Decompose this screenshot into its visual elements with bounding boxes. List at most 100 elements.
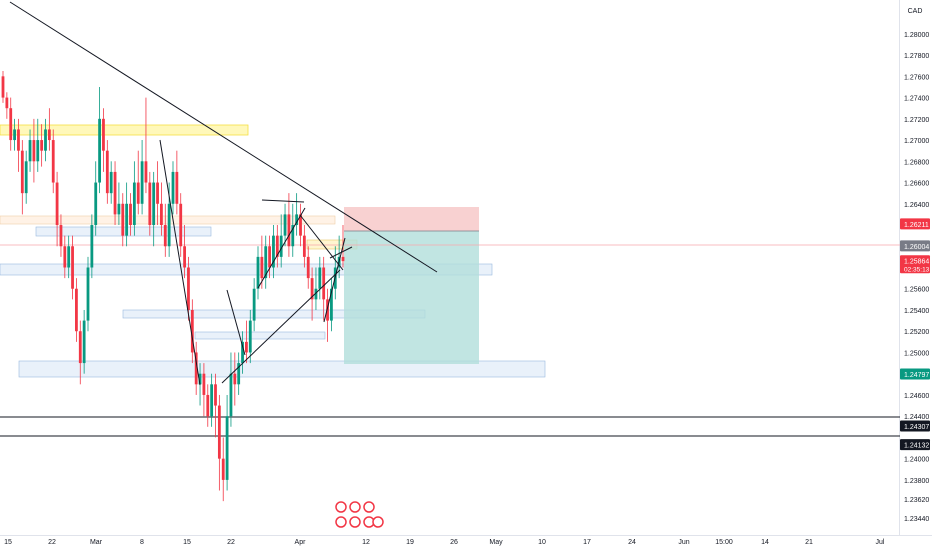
countdown-label: 02:35:13 <box>904 267 930 274</box>
price-label-bg <box>900 240 930 252</box>
candle-body <box>252 288 256 321</box>
candle <box>160 182 163 236</box>
candle <box>295 193 299 236</box>
candle-body <box>322 267 326 300</box>
candle-body <box>306 256 310 279</box>
event-icon[interactable] <box>335 501 347 513</box>
impulse-line[interactable] <box>159 139 201 386</box>
wedge-line-b[interactable] <box>257 207 306 289</box>
candle <box>260 235 264 289</box>
candle <box>1 71 5 103</box>
candle <box>59 214 63 257</box>
zone-blue-4[interactable] <box>194 331 326 340</box>
event-icon[interactable] <box>349 501 361 513</box>
take-profit-box[interactable] <box>344 231 479 364</box>
candle <box>248 309 252 364</box>
candle <box>318 256 322 300</box>
stop-loss-box[interactable] <box>344 207 479 231</box>
price-tick-label: 1.27000 <box>904 138 929 145</box>
time-axis[interactable]: 15 22 Mar 8 15 22 Apr 12 19 26 May 10 17 24 Jun 15:00 14… <box>4 539 885 546</box>
candle <box>194 341 198 395</box>
candle <box>229 352 233 427</box>
price-tick-label: 1.23800 <box>904 478 929 485</box>
candle-body <box>221 458 225 480</box>
candle-body <box>206 394 210 417</box>
price-tick-label: 1.24400 <box>904 414 929 421</box>
resistance-zone-orange[interactable] <box>0 215 336 225</box>
candle-body <box>121 203 125 236</box>
event-icon[interactable] <box>335 516 347 528</box>
candle-body <box>245 341 248 353</box>
candle-body <box>264 246 268 279</box>
candle-body <box>148 182 152 226</box>
event-icon[interactable] <box>372 516 384 528</box>
candle-body <box>187 267 190 310</box>
candle <box>306 246 310 289</box>
candle-body <box>71 246 74 289</box>
candle <box>102 108 105 172</box>
candle-body <box>256 256 260 289</box>
candle <box>268 235 271 279</box>
candle <box>121 193 125 247</box>
price-tick-label: 1.27800 <box>904 53 929 60</box>
candle <box>233 352 237 406</box>
candle-body <box>105 150 109 194</box>
candle <box>291 203 295 257</box>
time-tick-label: Apr <box>295 539 307 546</box>
wedge-line-a[interactable] <box>226 289 246 356</box>
candle <box>94 161 98 236</box>
price-label-bg <box>900 218 930 230</box>
candle-body <box>190 309 194 353</box>
candle-body <box>140 161 144 204</box>
price-label-text: 1.26211 <box>904 222 929 229</box>
wedge-line-c[interactable] <box>261 199 305 203</box>
candle-body <box>40 140 44 151</box>
price-axis[interactable]: 1.23440 1.23620 1.23800 1.24000 1.24400 1.246… <box>904 32 929 523</box>
candle <box>210 373 214 427</box>
candle-body <box>175 171 179 204</box>
rising-trendline[interactable] <box>221 269 341 384</box>
wedge-line-f[interactable] <box>329 246 353 259</box>
candle-body <box>28 140 32 162</box>
supply-zone-yellow[interactable] <box>0 124 249 136</box>
candle <box>117 182 121 226</box>
candle <box>125 182 129 247</box>
candle-body <box>295 214 299 226</box>
candle-body <box>102 118 105 151</box>
candle-body <box>167 203 171 247</box>
candle <box>175 150 179 215</box>
candle-body <box>94 182 98 226</box>
event-icon[interactable] <box>349 516 361 528</box>
candle <box>314 267 318 310</box>
candle <box>322 256 326 321</box>
time-tick-label: 26 <box>450 539 458 546</box>
candle-body <box>183 246 186 268</box>
candle <box>132 161 136 236</box>
candle <box>86 256 90 332</box>
candle <box>20 140 24 215</box>
price-label-bg <box>900 255 930 274</box>
candle <box>217 394 221 491</box>
economic-events[interactable] <box>335 501 384 528</box>
candle <box>326 288 329 342</box>
candle <box>75 278 78 342</box>
wedge-line-d[interactable] <box>299 214 344 271</box>
price-tick-label: 1.27200 <box>904 117 929 124</box>
zone-blue-5[interactable] <box>18 360 546 378</box>
candle-body <box>314 288 318 300</box>
price-label: 1.24307 <box>900 420 930 432</box>
candle-body <box>36 140 40 162</box>
candle-body <box>299 214 302 236</box>
time-tick-label: May <box>489 539 503 546</box>
candle <box>47 108 51 151</box>
time-tick-label: Jun <box>678 539 689 546</box>
event-icon[interactable] <box>363 501 375 513</box>
descending-trendline[interactable] <box>9 1 438 273</box>
zone-blue-2[interactable] <box>0 263 493 276</box>
time-tick-label: 24 <box>628 539 636 546</box>
candle <box>256 246 260 300</box>
candle <box>55 171 59 247</box>
